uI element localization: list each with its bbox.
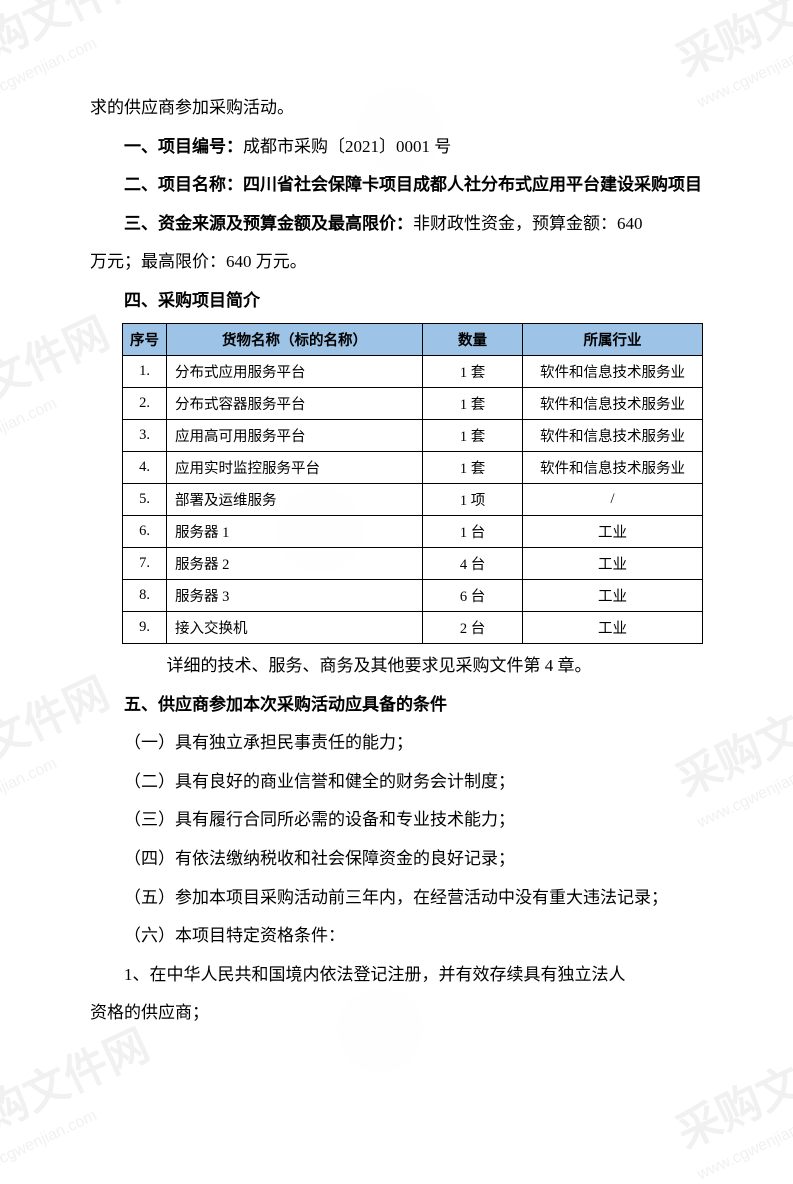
cell-seq: 9. [123, 612, 167, 644]
condition-item: （五）参加本项目采购活动前三年内，在经营活动中没有重大违法记录； [90, 880, 703, 917]
section-5-sub1-line1: 1、在中华人民共和国境内依法登记注册，并有效存续具有独立法人 [90, 957, 703, 994]
header-name: 货物名称（标的名称） [167, 324, 423, 356]
cell-qty: 1 套 [423, 388, 523, 420]
procurement-table: 序号 货物名称（标的名称） 数量 所属行业 1.分布式应用服务平台1 套软件和信… [122, 323, 703, 644]
cell-seq: 1. [123, 356, 167, 388]
cell-qty: 6 台 [423, 580, 523, 612]
cell-qty: 1 项 [423, 484, 523, 516]
section-3-value-1: 非财政性资金，预算金额：640 [413, 214, 643, 233]
header-seq: 序号 [123, 324, 167, 356]
condition-item: （三）具有履行合同所必需的设备和专业技术能力； [90, 802, 703, 839]
section-2-label: 二、项目名称： [124, 175, 243, 194]
condition-item: （二）具有良好的商业信誉和健全的财务会计制度； [90, 764, 703, 801]
condition-item: （一）具有独立承担民事责任的能力； [90, 725, 703, 762]
table-header-row: 序号 货物名称（标的名称） 数量 所属行业 [123, 324, 703, 356]
cell-seq: 6. [123, 516, 167, 548]
cell-industry: 工业 [523, 548, 703, 580]
section-3-line2: 万元；最高限价：640 万元。 [90, 244, 703, 281]
top-continuation-line: 求的供应商参加采购活动。 [90, 90, 703, 127]
section-3-label: 三、资金来源及预算金额及最高限价： [124, 214, 413, 233]
cell-name: 应用实时监控服务平台 [167, 452, 423, 484]
section-5-label: 五、供应商参加本次采购活动应具备的条件 [90, 687, 703, 724]
section-2-value: 四川省社会保障卡项目成都人社分布式应用平台建设采购项目 [243, 175, 702, 194]
cell-name: 服务器 1 [167, 516, 423, 548]
cell-industry: 软件和信息技术服务业 [523, 420, 703, 452]
cell-seq: 4. [123, 452, 167, 484]
cell-qty: 1 套 [423, 420, 523, 452]
section-3-line1: 三、资金来源及预算金额及最高限价：非财政性资金，预算金额：640 [90, 206, 703, 243]
condition-item: （四）有依法缴纳税收和社会保障资金的良好记录； [90, 841, 703, 878]
cell-qty: 1 套 [423, 356, 523, 388]
cell-seq: 7. [123, 548, 167, 580]
cell-qty: 4 台 [423, 548, 523, 580]
table-row: 2.分布式容器服务平台1 套软件和信息技术服务业 [123, 388, 703, 420]
cell-name: 分布式应用服务平台 [167, 356, 423, 388]
cell-industry: 软件和信息技术服务业 [523, 452, 703, 484]
cell-industry: 软件和信息技术服务业 [523, 356, 703, 388]
section-1-label: 一、项目编号： [124, 137, 243, 156]
cell-industry: 工业 [523, 580, 703, 612]
header-industry: 所属行业 [523, 324, 703, 356]
table-row: 9.接入交换机2 台工业 [123, 612, 703, 644]
cell-qty: 1 台 [423, 516, 523, 548]
table-row: 3.应用高可用服务平台1 套软件和信息技术服务业 [123, 420, 703, 452]
section-1-value: 成都市采购〔2021〕0001 号 [243, 137, 451, 156]
table-row: 7.服务器 24 台工业 [123, 548, 703, 580]
section-5-sub1-line2: 资格的供应商； [90, 995, 703, 1032]
cell-qty: 2 台 [423, 612, 523, 644]
cell-seq: 5. [123, 484, 167, 516]
cell-seq: 3. [123, 420, 167, 452]
section-4-label: 四、采购项目简介 [90, 283, 703, 320]
cell-industry: 工业 [523, 516, 703, 548]
cell-name: 分布式容器服务平台 [167, 388, 423, 420]
table-note: 详细的技术、服务、商务及其他要求见采购文件第 4 章。 [90, 648, 703, 685]
condition-item: （六）本项目特定资格条件： [90, 918, 703, 955]
section-1: 一、项目编号：成都市采购〔2021〕0001 号 [90, 129, 703, 166]
table-row: 8.服务器 36 台工业 [123, 580, 703, 612]
table-row: 1.分布式应用服务平台1 套软件和信息技术服务业 [123, 356, 703, 388]
cell-name: 服务器 2 [167, 548, 423, 580]
table-row: 4.应用实时监控服务平台1 套软件和信息技术服务业 [123, 452, 703, 484]
cell-name: 应用高可用服务平台 [167, 420, 423, 452]
cell-name: 服务器 3 [167, 580, 423, 612]
table-row: 6.服务器 11 台工业 [123, 516, 703, 548]
document-content: 求的供应商参加采购活动。 一、项目编号：成都市采购〔2021〕0001 号 二、… [0, 0, 793, 1084]
table-row: 5.部署及运维服务1 项/ [123, 484, 703, 516]
cell-industry: 软件和信息技术服务业 [523, 388, 703, 420]
cell-industry: / [523, 484, 703, 516]
section-2: 二、项目名称：四川省社会保障卡项目成都人社分布式应用平台建设采购项目 [90, 167, 703, 204]
cell-name: 部署及运维服务 [167, 484, 423, 516]
cell-qty: 1 套 [423, 452, 523, 484]
cell-seq: 2. [123, 388, 167, 420]
cell-industry: 工业 [523, 612, 703, 644]
cell-name: 接入交换机 [167, 612, 423, 644]
header-qty: 数量 [423, 324, 523, 356]
cell-seq: 8. [123, 580, 167, 612]
